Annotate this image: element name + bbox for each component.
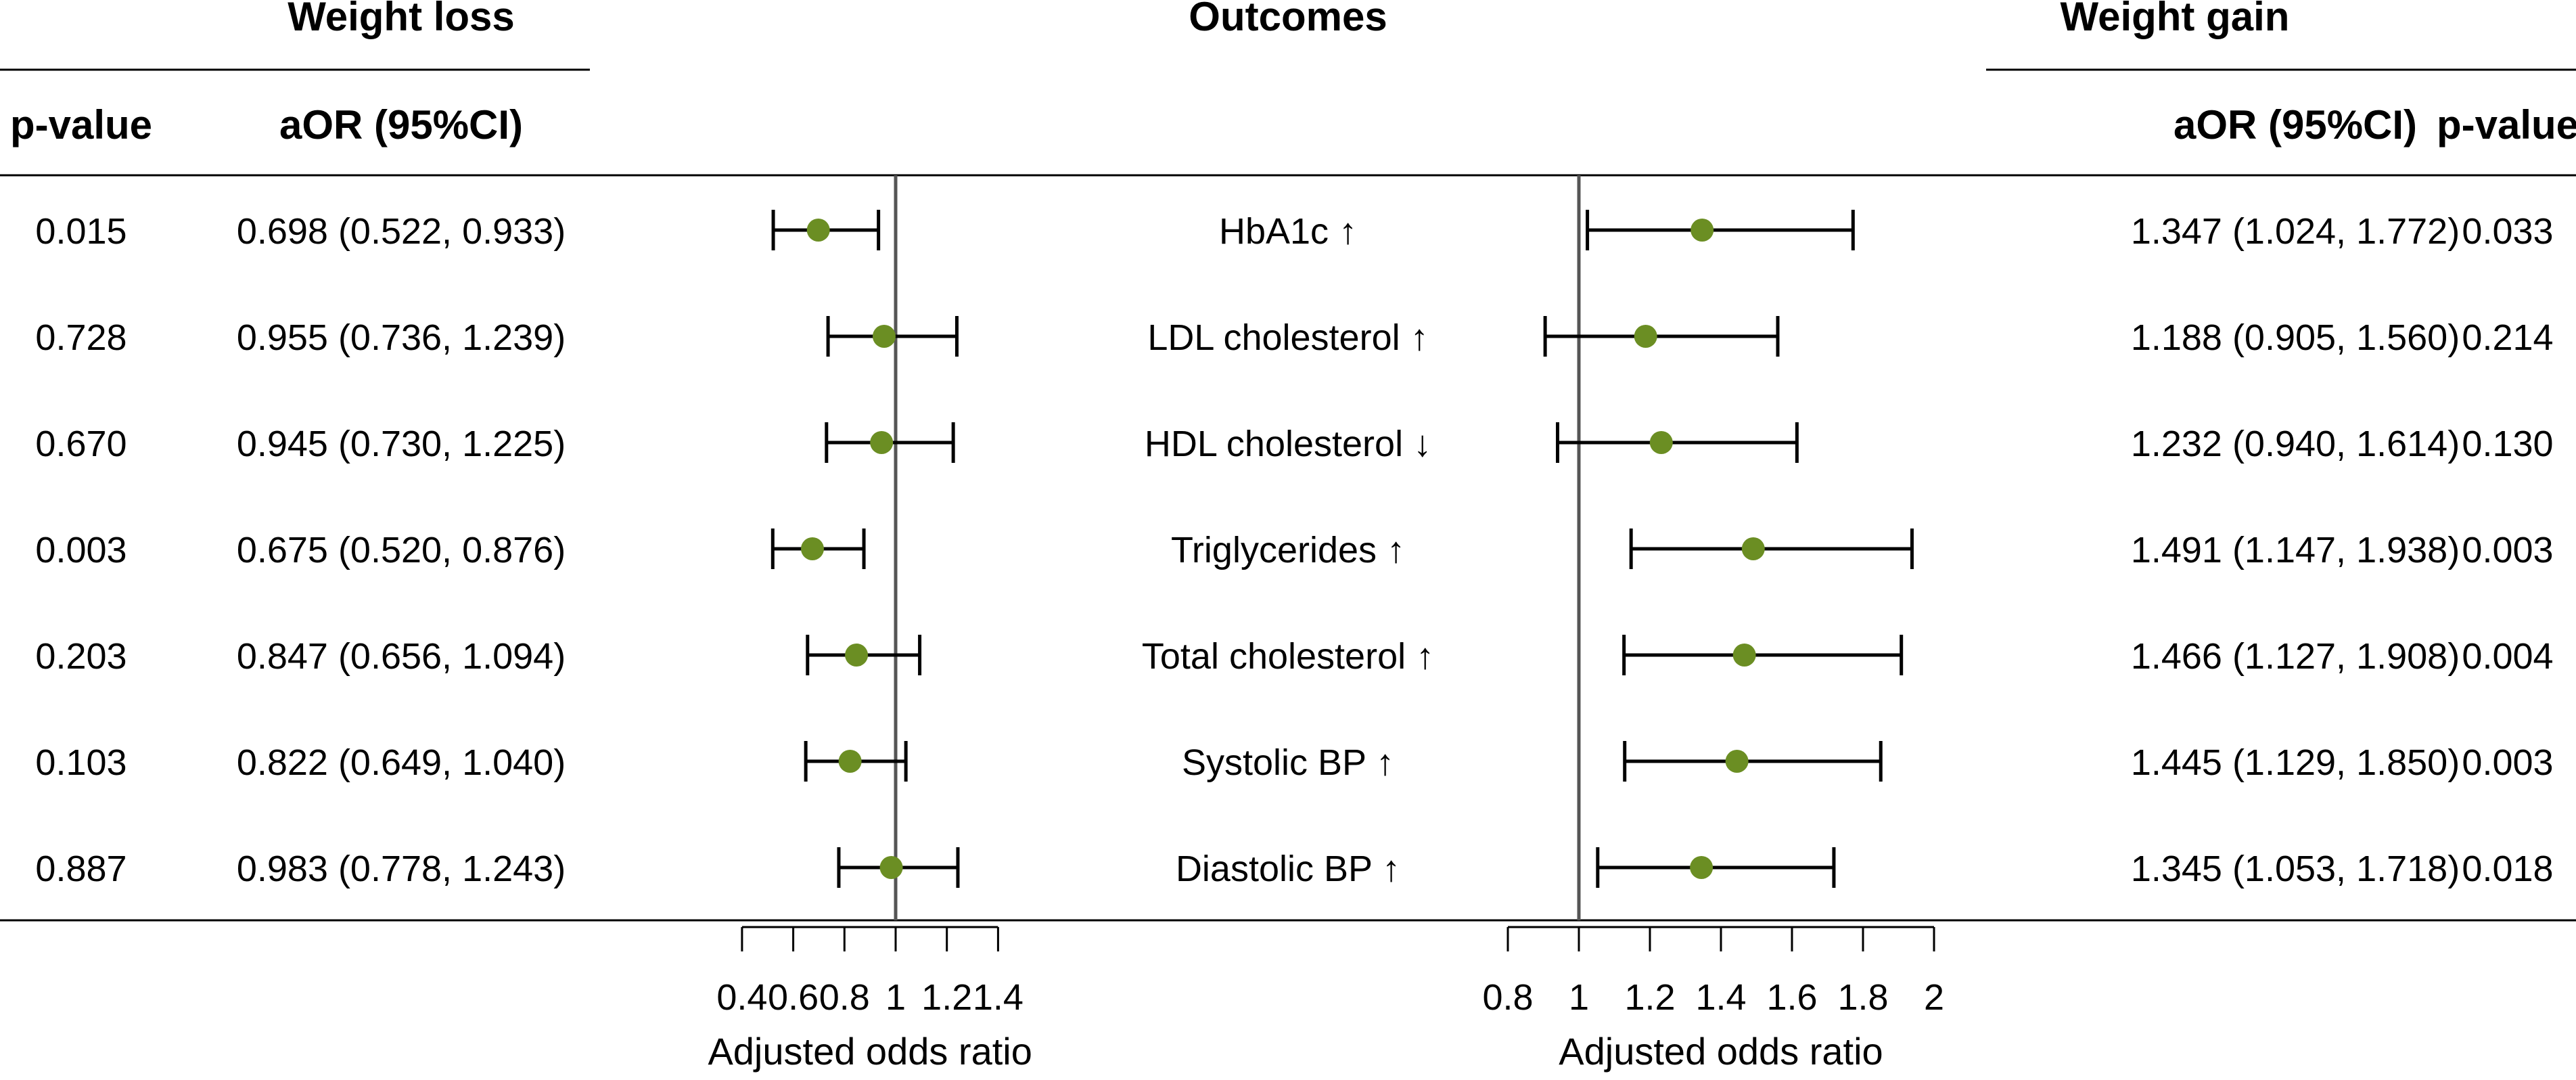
table-rows: 0.015 0.698 (0.522, 0.933) HbA1c ↑ 1.347 (1… bbox=[35, 211, 2553, 889]
header-aor-right: aOR (95%CI) bbox=[2174, 102, 2417, 148]
outcome-label-total-cholesterol: Total cholesterol ↑ bbox=[1142, 636, 1434, 677]
point-estimate-right-triglycerides bbox=[1741, 537, 1765, 560]
x-tick-label-right: 1 bbox=[1569, 977, 1589, 1018]
weight-gain-panel: 0.8 1 1.2 1.4 1.6 1.8 2 Adjusted odds ratio bbox=[1482, 175, 1944, 1073]
x-tick-label-right: 0.8 bbox=[1482, 977, 1533, 1018]
point-estimate-right-hba1c bbox=[1690, 219, 1714, 242]
aor-right-hdl-cholesterol: 1.232 (0.940, 1.614) bbox=[2131, 424, 2460, 464]
point-estimate-left-triglycerides bbox=[800, 537, 824, 560]
p-value-right-ldl-cholesterol: 0.214 bbox=[2462, 317, 2553, 358]
x-tick-label-right: 1.6 bbox=[1766, 977, 1817, 1018]
aor-right-diastolic-bp: 1.345 (1.053, 1.718) bbox=[2131, 849, 2460, 889]
x-tick-label-left: 1 bbox=[886, 977, 906, 1018]
x-tick-label-left: 0.6 bbox=[768, 977, 819, 1018]
aor-left-ldl-cholesterol: 0.955 (0.736, 1.239) bbox=[237, 317, 566, 358]
point-estimate-left-hdl-cholesterol bbox=[870, 431, 894, 454]
point-estimate-left-hba1c bbox=[806, 219, 830, 242]
x-tick-label-left: 1.2 bbox=[921, 977, 972, 1018]
p-value-right-total-cholesterol: 0.004 bbox=[2462, 636, 2553, 677]
header-outcomes: Outcomes bbox=[1189, 0, 1387, 39]
point-estimate-right-ldl-cholesterol bbox=[1634, 325, 1657, 348]
header-weight-gain: Weight gain bbox=[2061, 0, 2290, 39]
outcome-label-hdl-cholesterol: HDL cholesterol ↓ bbox=[1145, 424, 1431, 464]
weight-loss-panel: 0.4 0.6 0.8 1 1.2 1.4 Adjusted odds ratio bbox=[708, 175, 1032, 1073]
point-estimate-right-total-cholesterol bbox=[1732, 644, 1756, 667]
p-value-right-systolic-bp: 0.003 bbox=[2462, 742, 2553, 783]
x-tick-label-right: 1.2 bbox=[1624, 977, 1675, 1018]
point-estimate-right-diastolic-bp bbox=[1690, 856, 1714, 879]
header-weight-loss: Weight loss bbox=[288, 0, 515, 39]
aor-left-hba1c: 0.698 (0.522, 0.933) bbox=[237, 211, 566, 252]
aor-right-hba1c: 1.347 (1.024, 1.772) bbox=[2131, 211, 2460, 252]
x-tick-label-right: 2 bbox=[1924, 977, 1944, 1018]
outcome-label-systolic-bp: Systolic BP ↑ bbox=[1182, 742, 1394, 783]
aor-right-triglycerides: 1.491 (1.147, 1.938) bbox=[2131, 530, 2460, 570]
p-value-left-ldl-cholesterol: 0.728 bbox=[35, 317, 127, 358]
header-p-value-right: p-value bbox=[2437, 102, 2576, 148]
aor-left-triglycerides: 0.675 (0.520, 0.876) bbox=[237, 530, 566, 570]
x-tick-label-left: 1.4 bbox=[973, 977, 1024, 1018]
x-tick-label-right: 1.4 bbox=[1695, 977, 1746, 1018]
p-value-right-hba1c: 0.033 bbox=[2462, 211, 2553, 252]
p-value-right-hdl-cholesterol: 0.130 bbox=[2462, 424, 2553, 464]
x-tick-label-right: 1.8 bbox=[1837, 977, 1888, 1018]
point-estimate-left-systolic-bp bbox=[838, 750, 862, 773]
aor-right-total-cholesterol: 1.466 (1.127, 1.908) bbox=[2131, 636, 2460, 677]
aor-left-hdl-cholesterol: 0.945 (0.730, 1.225) bbox=[237, 424, 566, 464]
outcome-label-diastolic-bp: Diastolic BP ↑ bbox=[1176, 849, 1400, 889]
p-value-left-diastolic-bp: 0.887 bbox=[35, 849, 127, 889]
aor-left-diastolic-bp: 0.983 (0.778, 1.243) bbox=[237, 849, 566, 889]
p-value-left-total-cholesterol: 0.203 bbox=[35, 636, 127, 677]
point-estimate-left-ldl-cholesterol bbox=[872, 325, 896, 348]
x-axis-title-left: Adjusted odds ratio bbox=[708, 1030, 1032, 1073]
p-value-left-systolic-bp: 0.103 bbox=[35, 742, 127, 783]
point-estimate-right-systolic-bp bbox=[1725, 750, 1749, 773]
aor-left-systolic-bp: 0.822 (0.649, 1.040) bbox=[237, 742, 566, 783]
header-aor-left: aOR (95%CI) bbox=[279, 102, 523, 148]
point-estimate-right-hdl-cholesterol bbox=[1649, 431, 1673, 454]
p-value-left-triglycerides: 0.003 bbox=[35, 530, 127, 570]
outcome-label-hba1c: HbA1c ↑ bbox=[1219, 211, 1357, 252]
x-tick-label-left: 0.4 bbox=[716, 977, 767, 1018]
p-value-right-diastolic-bp: 0.018 bbox=[2462, 849, 2553, 889]
aor-left-total-cholesterol: 0.847 (0.656, 1.094) bbox=[237, 636, 566, 677]
p-value-left-hdl-cholesterol: 0.670 bbox=[35, 424, 127, 464]
x-tick-label-left: 0.8 bbox=[819, 977, 870, 1018]
x-axis-title-right: Adjusted odds ratio bbox=[1559, 1030, 1883, 1073]
point-estimate-left-diastolic-bp bbox=[879, 856, 903, 879]
p-value-left-hba1c: 0.015 bbox=[35, 211, 127, 252]
aor-right-ldl-cholesterol: 1.188 (0.905, 1.560) bbox=[2131, 317, 2460, 358]
point-estimate-left-total-cholesterol bbox=[845, 644, 869, 667]
outcome-label-ldl-cholesterol: LDL cholesterol ↑ bbox=[1147, 317, 1428, 358]
outcome-label-triglycerides: Triglycerides ↑ bbox=[1171, 530, 1405, 570]
p-value-right-triglycerides: 0.003 bbox=[2462, 530, 2553, 570]
header-p-value-left: p-value bbox=[10, 102, 152, 148]
aor-right-systolic-bp: 1.445 (1.129, 1.850) bbox=[2131, 742, 2460, 783]
